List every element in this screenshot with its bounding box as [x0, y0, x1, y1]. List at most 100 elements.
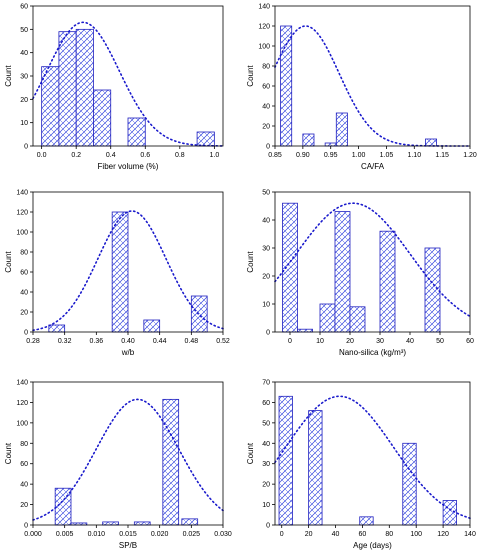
y-tick-label: 140: [258, 4, 270, 11]
histogram-bar: [319, 303, 336, 333]
y-tick-label: 80: [20, 250, 28, 257]
x-tick-label: 0: [280, 531, 284, 538]
normal-fit-curve: [274, 25, 471, 147]
y-tick-label: 140: [16, 190, 28, 197]
chart-panel: 0 10 20 30 40 50 60 0 10 20 30 40 50 Nano-silica (kg/…: [246, 190, 474, 358]
histogram-bar: [308, 410, 323, 526]
x-tick-label: 60: [466, 338, 474, 345]
y-tick-label: 20: [262, 274, 270, 281]
y-tick-label: 0: [24, 330, 28, 337]
y-tick-label: 100: [16, 420, 28, 427]
x-tick-label: 0.0: [37, 152, 47, 159]
y-tick-label: 80: [20, 441, 28, 448]
y-axis-label: Count: [246, 65, 255, 87]
histogram-bar: [127, 117, 146, 147]
y-tick-label: 10: [262, 502, 270, 509]
y-tick-label: 40: [20, 290, 28, 297]
y-tick-label: 40: [20, 482, 28, 489]
histogram-bar: [359, 516, 374, 526]
y-tick-label: 100: [258, 44, 270, 51]
plot-frame: [274, 5, 471, 147]
y-tick-label: 120: [258, 24, 270, 31]
histogram-bar: [102, 521, 119, 526]
x-tick-label: 1.20: [463, 152, 477, 159]
normal-fit-curve: [32, 21, 224, 147]
x-tick-label: 60: [359, 531, 367, 538]
histogram-bar: [425, 138, 437, 147]
y-tick-label: 30: [262, 246, 270, 253]
x-tick-label: 0.48: [185, 338, 199, 345]
normal-fit-curve: [274, 395, 471, 519]
chart-panel: 0.000 0.005 0.010 0.015 0.020 0.025 0.030 0 20 40…: [4, 380, 232, 550]
y-axis-label: Count: [4, 65, 13, 87]
x-tick-label: 120: [437, 531, 449, 538]
histogram-bar: [48, 324, 66, 333]
y-tick-label: 20: [20, 502, 28, 509]
x-tick-label: 0.40: [121, 338, 135, 345]
x-axis-label: w/b: [121, 348, 135, 357]
histogram-bar: [181, 518, 199, 526]
x-tick-label: 1.05: [380, 152, 394, 159]
y-tick-label: 10: [262, 302, 270, 309]
x-tick-label: 0: [288, 338, 292, 345]
histogram-bar: [402, 442, 417, 526]
y-tick-label: 30: [20, 74, 28, 81]
normal-fit-curve: [274, 202, 471, 318]
y-tick-label: 40: [262, 104, 270, 111]
x-tick-label: 40: [332, 531, 340, 538]
y-axis-label: Count: [4, 442, 13, 464]
histogram-bar: [54, 487, 72, 526]
x-tick-label: 0.010: [88, 531, 106, 538]
y-tick-label: 50: [262, 420, 270, 427]
x-tick-label: 80: [385, 531, 393, 538]
y-tick-label: 60: [262, 400, 270, 407]
histogram-bar: [93, 89, 112, 147]
x-tick-label: 0.85: [268, 152, 282, 159]
x-axis-label: Nano-silica (kg/m³): [339, 348, 406, 357]
histogram-bar: [324, 142, 337, 147]
y-tick-label: 30: [262, 461, 270, 468]
chart-panel: 0 20 40 60 80 100 120 140 0 10 20 30 40 50 60 70 Age (da…: [246, 380, 476, 550]
x-tick-label: 30: [376, 338, 384, 345]
histogram-bar: [75, 28, 94, 147]
histogram-bar: [190, 295, 208, 333]
x-tick-label: 10: [316, 338, 324, 345]
histogram-bar: [334, 211, 351, 333]
y-tick-label: 0: [266, 523, 270, 530]
x-axis-label: Fiber volume (%): [98, 162, 159, 171]
histogram-bar: [442, 500, 457, 526]
histogram-bar: [424, 247, 441, 333]
x-tick-label: 0.28: [26, 338, 40, 345]
histogram-bar: [302, 133, 315, 147]
x-tick-label: 1.10: [407, 152, 421, 159]
x-tick-label: 100: [410, 531, 422, 538]
x-tick-label: 0.2: [71, 152, 81, 159]
x-tick-label: 0.4: [106, 152, 116, 159]
y-tick-label: 60: [20, 461, 28, 468]
x-tick-label: 0.025: [183, 531, 201, 538]
x-tick-label: 0.36: [90, 338, 104, 345]
x-tick-label: 1.0: [209, 152, 219, 159]
histogram-bar: [41, 66, 60, 147]
y-tick-label: 140: [16, 380, 28, 387]
x-tick-label: 1.15: [435, 152, 449, 159]
y-tick-label: 0: [24, 144, 28, 151]
histogram-bar: [379, 230, 396, 333]
x-tick-label: 0.95: [324, 152, 338, 159]
x-tick-label: 0.8: [175, 152, 185, 159]
histogram-bar: [111, 211, 129, 333]
histogram-bar: [297, 328, 313, 333]
y-tick-label: 60: [262, 84, 270, 91]
y-tick-label: 70: [262, 380, 270, 387]
x-tick-label: 0.44: [153, 338, 167, 345]
plot-frame: [274, 191, 471, 333]
y-tick-label: 80: [262, 64, 270, 71]
y-tick-label: 10: [20, 120, 28, 127]
y-tick-label: 20: [20, 97, 28, 104]
y-tick-label: 60: [20, 270, 28, 277]
y-tick-label: 60: [20, 4, 28, 11]
y-tick-label: 40: [20, 50, 28, 57]
y-tick-label: 0: [266, 144, 270, 151]
y-axis-label: Count: [246, 251, 255, 273]
